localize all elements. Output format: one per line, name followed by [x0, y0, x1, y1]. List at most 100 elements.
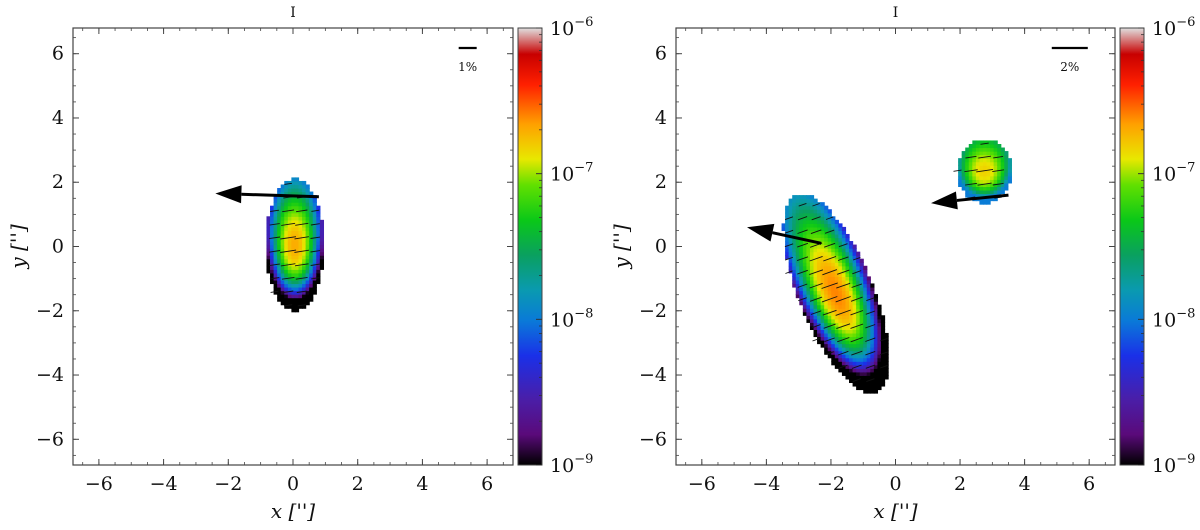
map-pixel [841, 272, 847, 277]
map-pixel [834, 340, 839, 345]
map-pixel [866, 283, 871, 288]
map-pixel [284, 304, 289, 309]
map-pixel [820, 340, 825, 345]
polarization-vector [270, 209, 280, 212]
map-pixel [993, 161, 998, 166]
map-pixel [813, 332, 818, 338]
map-pixel [968, 161, 973, 166]
polarization-vector [797, 269, 808, 275]
polarization-vector [835, 296, 851, 303]
map-pixel [309, 269, 314, 274]
map-pixel [291, 237, 296, 242]
x-tick-label: −4 [150, 473, 178, 495]
map-pixel [820, 311, 825, 316]
map-pixel [291, 180, 296, 186]
map-pixel [305, 202, 310, 207]
polarization-vector [798, 202, 807, 207]
map-pixel [831, 233, 836, 239]
map-pixel [302, 205, 307, 210]
map-pixel [298, 251, 303, 256]
map-pixel [273, 219, 278, 224]
map-pixel [291, 286, 296, 292]
map-pixel [799, 209, 804, 214]
map-pixel [785, 219, 790, 224]
map-pixel [785, 216, 790, 221]
map-pixel [856, 347, 861, 352]
map-pixel [792, 269, 797, 274]
map-pixel [795, 276, 800, 281]
map-pixel [280, 248, 285, 253]
map-pixel [834, 361, 839, 366]
map-pixel [291, 290, 296, 295]
map-pixel [809, 202, 815, 207]
map-pixel [866, 332, 871, 338]
map-pixel [284, 255, 289, 260]
map-pixel [849, 286, 854, 292]
map-pixel [986, 158, 991, 163]
map-pixel [291, 230, 296, 235]
map-pixel [277, 286, 282, 292]
map-pixel [975, 154, 981, 159]
map-pixel [273, 195, 278, 200]
map-pixel [820, 241, 825, 246]
map-pixel [958, 165, 963, 170]
map-pixel [284, 251, 289, 256]
map-pixel [802, 297, 808, 302]
map-pixel [795, 223, 800, 228]
map-pixel [284, 241, 289, 246]
map-pixel [859, 361, 864, 366]
map-pixel [838, 286, 843, 292]
map-pixel [316, 230, 321, 235]
map-pixel [277, 198, 282, 203]
map-pixel [831, 350, 836, 355]
map-pixel [982, 158, 988, 163]
map-pixel [287, 304, 292, 309]
map-pixel [287, 191, 292, 196]
map-pixel [294, 304, 300, 309]
map-pixel [284, 294, 289, 299]
map-pixel [845, 244, 850, 249]
map-pixel [997, 144, 1002, 149]
map-pixel [866, 340, 871, 345]
map-pixel [856, 279, 861, 285]
map-pixel [817, 276, 822, 281]
map-pixel [982, 186, 988, 191]
map-pixel [287, 219, 292, 224]
map-pixel [972, 189, 977, 195]
map-pixel [802, 233, 808, 239]
map-pixel [856, 385, 861, 391]
map-pixel [838, 265, 843, 270]
map-pixel [792, 198, 797, 203]
map-pixel [298, 216, 303, 221]
map-pixel [294, 279, 300, 285]
polarization-vector [865, 337, 876, 342]
map-pixel [294, 233, 300, 239]
map-pixel [841, 258, 847, 263]
polarization-vector [282, 290, 294, 294]
colorbar [517, 27, 543, 466]
source-1 [953, 140, 1012, 205]
map-pixel [824, 255, 829, 260]
map-pixel [309, 191, 314, 196]
map-pixel [845, 371, 850, 376]
map-pixel [305, 191, 310, 196]
map-pixel [802, 272, 808, 277]
map-pixel [298, 241, 303, 246]
map-pixel [298, 265, 303, 270]
map-pixel [806, 223, 811, 228]
map-pixel [291, 265, 296, 270]
polarization-vector [976, 168, 994, 173]
map-pixel [817, 251, 822, 256]
intensity-map [781, 140, 1012, 394]
map-pixel [982, 151, 988, 156]
map-pixel [972, 144, 977, 149]
map-pixel [982, 172, 988, 177]
map-pixel [873, 361, 879, 366]
map-pixel [824, 297, 829, 302]
polarization-vector [809, 296, 823, 302]
map-pixel [986, 179, 991, 184]
map-pixel [827, 226, 832, 232]
map-pixel [863, 276, 868, 281]
polarization-vector [821, 296, 838, 303]
map-pixel [856, 368, 861, 373]
